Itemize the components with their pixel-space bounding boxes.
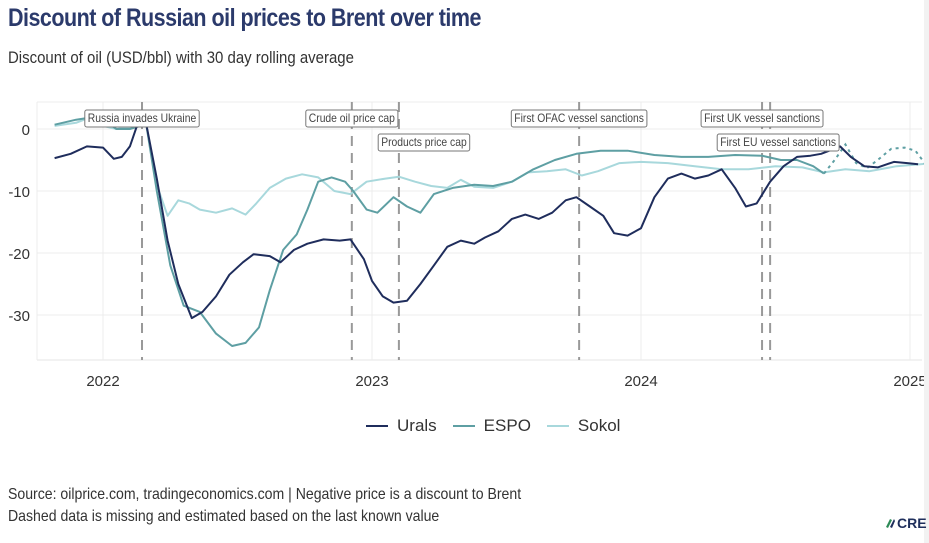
logo-mark-icon xyxy=(886,519,895,528)
y-tick-label: 0 xyxy=(22,122,30,139)
annotation-text: First OFAC vessel sanctions xyxy=(514,111,644,125)
annotation-text: First UK vessel sanctions xyxy=(704,111,820,125)
x-tick-label: 2024 xyxy=(624,373,657,390)
source-line: Source: oilprice.com, tradingeconomics.c… xyxy=(8,486,522,503)
annotation-label: First EU vessel sanctions xyxy=(716,133,840,152)
series-line-espo-estimated xyxy=(823,142,927,175)
y-tick-label: -20 xyxy=(8,246,30,263)
annotation-label: First UK vessel sanctions xyxy=(700,109,824,128)
legend-item-sokol[interactable]: Sokol xyxy=(546,416,621,436)
legend-swatch-espo xyxy=(452,425,475,427)
legend-swatch-urals xyxy=(366,425,388,427)
logo-text: CRE xyxy=(897,515,927,531)
legend-label-sokol: Sokol xyxy=(577,416,621,435)
x-tick-label: 2023 xyxy=(355,373,388,390)
annotation-label: First OFAC vessel sanctions xyxy=(510,109,648,128)
x-axis: 2022 2023 2024 2025 xyxy=(86,373,926,390)
chart-title: Discount of Russian oil prices to Brent … xyxy=(8,4,481,32)
source-note: Source: oilprice.com, tradingeconomics.c… xyxy=(8,484,521,528)
y-axis: 0 -10 -20 -30 xyxy=(8,122,30,325)
x-tick-label: 2022 xyxy=(86,373,119,390)
cre-logo: CRE xyxy=(884,515,927,531)
annotation-text: Russia invades Ukraine xyxy=(88,111,197,125)
annotation-box xyxy=(716,133,840,152)
legend: Urals ESPO Sokol xyxy=(366,416,636,436)
y-tick-label: -30 xyxy=(8,308,30,325)
line-chart: 0 -10 -20 -30 2022 2023 2024 2025 Russia invad… xyxy=(8,101,927,390)
series-line-espo xyxy=(54,116,825,347)
annotation-box xyxy=(377,133,471,152)
annotation-label: Russia invades Ukraine xyxy=(84,109,200,128)
legend-swatch-sokol xyxy=(546,425,569,427)
annotation-text: Crude oil price cap xyxy=(309,111,395,125)
annotation-labels: Russia invades Ukraine Crude oil price ca… xyxy=(84,109,840,152)
scrollbar-strip xyxy=(924,0,929,543)
annotation-box xyxy=(700,109,824,128)
annotation-box xyxy=(510,109,648,128)
annotation-label: Crude oil price cap xyxy=(305,109,399,128)
annotation-text: First EU vessel sanctions xyxy=(720,135,836,149)
annotation-label: Products price cap xyxy=(377,133,471,152)
legend-label-urals: Urals xyxy=(397,416,437,435)
annotation-box xyxy=(305,109,399,128)
annotation-box xyxy=(84,109,200,128)
series-group xyxy=(54,115,927,347)
chart-subtitle: Discount of oil (USD/bbl) with 30 day ro… xyxy=(8,48,354,67)
series-line-sokol xyxy=(54,115,927,217)
legend-item-espo[interactable]: ESPO xyxy=(452,416,531,436)
series-line-urals xyxy=(54,121,919,320)
y-tick-label: -10 xyxy=(8,184,30,201)
x-tick-label: 2025 xyxy=(893,373,926,390)
legend-item-urals[interactable]: Urals xyxy=(366,416,437,436)
legend-label-espo: ESPO xyxy=(483,416,531,435)
annotation-text: Products price cap xyxy=(381,135,467,149)
estimate-note: Dashed data is missing and estimated bas… xyxy=(8,508,440,525)
